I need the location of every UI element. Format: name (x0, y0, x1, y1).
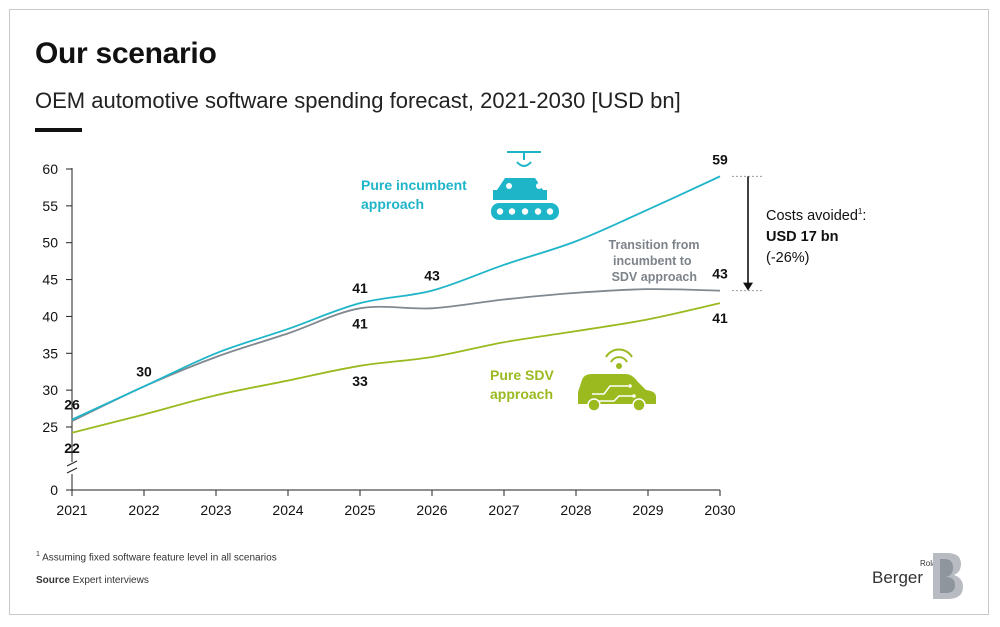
x-tick-label: 2023 (200, 502, 231, 518)
data-label: 33 (352, 373, 368, 389)
y-tick-label: 55 (42, 198, 58, 214)
page-subtitle: OEM automotive software spending forecas… (35, 88, 681, 113)
data-label: 43 (424, 268, 440, 284)
data-label: 43 (712, 266, 728, 282)
title-rule (35, 128, 82, 132)
page-title: Our scenario (35, 37, 217, 70)
x-tick-label: 2021 (56, 502, 87, 518)
conveyor-car-icon (491, 151, 559, 220)
logo-text-big: Berger (872, 568, 924, 587)
series-label-incumbent: Pure incumbent approach (361, 177, 471, 212)
roland-berger-logo: Roland Berger (872, 553, 968, 599)
source-note: Source Expert interviews (36, 575, 149, 586)
y-tick-label: 50 (42, 235, 58, 251)
chart-series-lines (71, 175, 721, 434)
data-label: 41 (712, 310, 728, 326)
costs-avoided-value: USD 17 bn (766, 229, 839, 245)
data-label: 41 (352, 315, 368, 331)
x-tick-label: 2022 (128, 502, 159, 518)
series-label-transition: Transition from incumbent to SDV approac… (609, 238, 703, 284)
data-label: 30 (136, 363, 152, 379)
x-tick-label: 2027 (488, 502, 519, 518)
series-line (71, 288, 721, 422)
y-tick-label: 25 (42, 419, 58, 435)
connected-car-icon (578, 348, 656, 412)
x-tick-label: 2026 (416, 502, 447, 518)
chart-data-labels: 26 22 30 41 41 33 43 59 43 41 (64, 151, 728, 455)
x-tick-label: 2028 (560, 502, 591, 518)
data-label: 22 (64, 440, 80, 456)
bracket-arrow-head (743, 282, 753, 291)
costs-avoided-percent: (-26%) (766, 250, 810, 266)
y-tick-label: 45 (42, 272, 58, 288)
costs-avoided-label: Costs avoided1: (766, 207, 866, 224)
chart-axes: 0 25 30 35 40 45 50 55 60 2021 2022 2023 2024 2025 202… (42, 161, 735, 518)
y-tick-label: 35 (42, 345, 58, 361)
logo-text-small: Roland (920, 559, 946, 568)
slide-frame (9, 9, 989, 615)
y-tick-label: 30 (42, 382, 58, 398)
series-label-sdv: Pure SDV approach (490, 367, 558, 402)
series-line (71, 175, 721, 421)
y-tick-label: 60 (42, 161, 58, 177)
series-line (71, 302, 721, 434)
x-tick-label: 2024 (272, 502, 303, 518)
data-label: 59 (712, 151, 728, 167)
x-tick-label: 2030 (704, 502, 735, 518)
data-label: 41 (352, 280, 368, 296)
axis-break-mark (66, 467, 78, 474)
x-tick-label: 2029 (632, 502, 663, 518)
costs-avoided-bracket (732, 175, 764, 292)
x-tick-label: 2025 (344, 502, 375, 518)
y-tick-label: 40 (42, 308, 58, 324)
footnote: 1 Assuming fixed software feature level … (36, 551, 277, 564)
logo-b-mark (933, 553, 963, 599)
axis-break-mark (66, 460, 78, 467)
data-label: 26 (64, 397, 80, 413)
y-tick-label: 0 (50, 482, 58, 498)
